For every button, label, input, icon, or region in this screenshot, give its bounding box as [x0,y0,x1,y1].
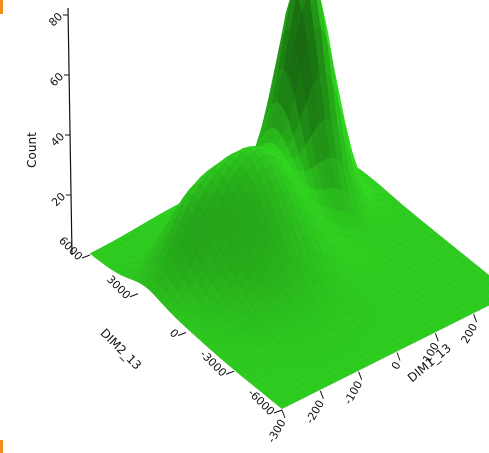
x-tick-mark [473,313,478,323]
y-axis-title: DIM2_13 [97,326,144,373]
corner-mark-bottom [0,440,3,453]
y-tick-mark [129,293,139,298]
z-axis-title: Count [25,132,39,168]
z-axis-line [67,7,73,256]
y-tick-label: 0 [167,326,181,340]
z-ticks: 20 40 60 80 [46,10,71,209]
surface [89,0,489,410]
z-tick-label: 40 [48,130,67,149]
y-tick-mark [177,332,187,336]
x-tick-label: 200 [459,321,481,346]
y-tick-mark [81,254,91,259]
y-tick-label: 6000 [56,234,85,263]
x-tick-mark [358,371,363,380]
z-tick-label: 80 [46,10,65,29]
x-tick-label: -100 [342,379,366,407]
z-tick-label: 20 [49,190,68,209]
y-tick-mark [273,409,283,414]
x-tick-mark [396,352,401,361]
x-tick-mark [319,390,324,400]
y-tick-mark [225,370,235,375]
x-tick-mark [281,409,286,419]
z-tick-label: 60 [47,70,66,89]
surface-facet [276,401,289,410]
x-tick-mark [434,333,439,342]
x-tick-label: -200 [303,398,327,426]
x-tick-label: -300 [265,417,289,445]
x-tick-label: 0 [389,360,404,373]
corner-mark-top [0,0,3,14]
